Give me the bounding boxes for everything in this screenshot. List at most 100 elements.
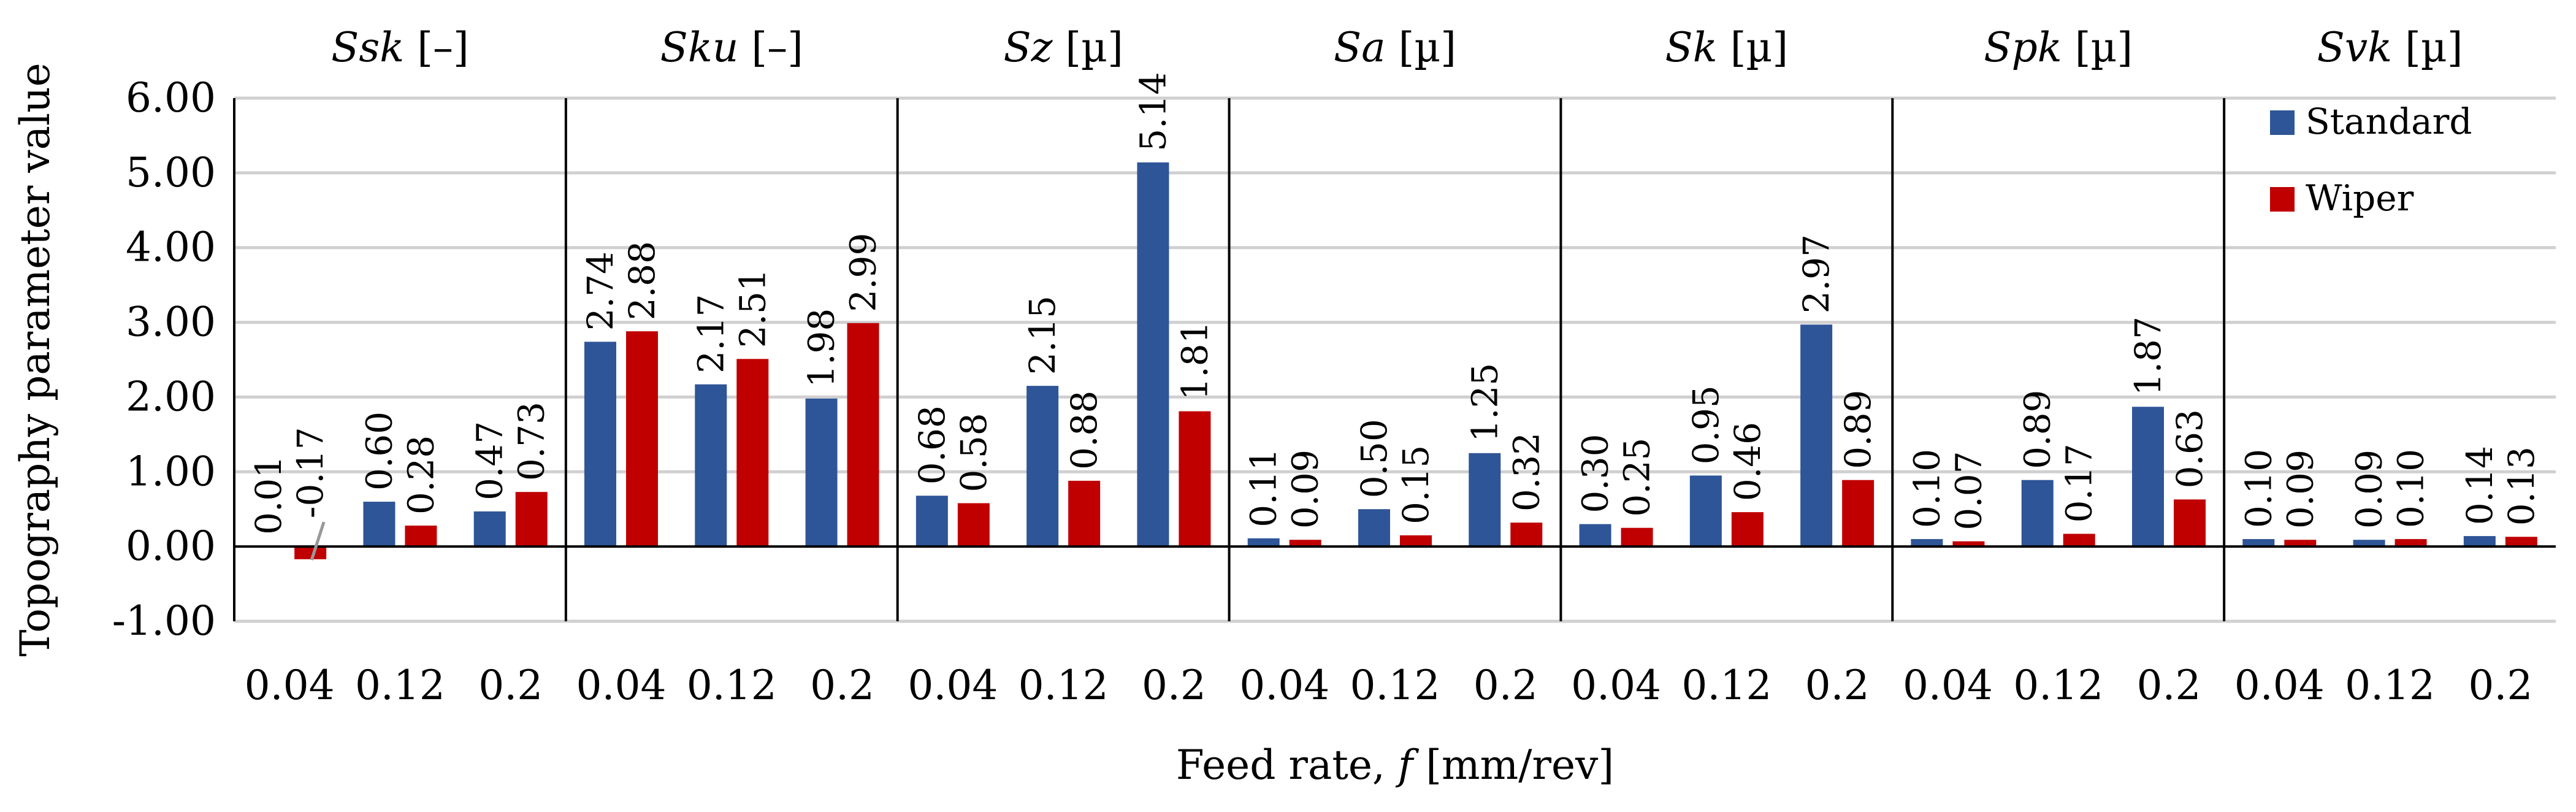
data-label-standard: 2.15 [1022,296,1063,375]
data-label-wiper: 0.25 [1616,438,1658,517]
bar-wiper [294,546,327,559]
x-tick-label: 0.2 [1473,662,1538,709]
data-label-wiper: 0.88 [1063,391,1105,470]
group-title: Sk [µ] [1665,24,1789,71]
data-label-standard: 1.98 [801,308,843,388]
data-label-standard: 0.68 [911,405,953,485]
data-label-wiper: 0.46 [1727,422,1768,501]
data-label-wiper: 1.81 [1174,321,1215,400]
x-tick-label: 0.12 [1019,662,1109,709]
data-label-wiper: 0.10 [2390,449,2432,528]
bar-standard [2463,536,2496,547]
bar-wiper [1179,411,1211,547]
data-label-wiper: 0.15 [1395,445,1437,524]
group-title-param: Sk [1665,24,1718,71]
bar-wiper [1289,540,1321,547]
x-tick-label: 0.04 [2234,662,2325,709]
bar-wiper [2284,540,2317,547]
x-tick-label: 0.04 [1903,662,1993,709]
x-tick-label: 0.2 [810,662,874,709]
legend: Standard Wiper [2270,101,2472,219]
bar-standard [2353,540,2385,547]
group-title-param: Spk [1984,24,2062,71]
y-tick-label: 1.00 [126,448,216,495]
bar-standard [2132,407,2164,547]
bar-standard [1579,524,1611,547]
x-axis-title-unit: [mm/rev] [1413,741,1614,789]
bar-wiper [1842,480,1875,547]
group-title-param: Sku [660,24,739,71]
y-tick-label: 6.00 [126,74,216,121]
y-tick-label: 4.00 [126,224,216,271]
x-tick-label: 0.04 [908,662,998,709]
group-title: Sz [µ] [1003,24,1123,71]
y-tick-label: 0.00 [126,523,216,570]
data-label-wiper: -0.17 [289,427,331,518]
data-label-standard: 0.47 [469,421,511,500]
group-title-unit: [µ] [2062,24,2133,71]
data-label-wiper: 0.32 [1505,432,1547,511]
legend-swatch-wiper [2270,187,2295,212]
bar-standard [805,398,838,547]
group-title-unit: [–] [738,24,803,71]
group-separators [564,98,2226,621]
data-label-standard: 0.95 [1685,385,1727,464]
bar-standard [1469,453,1501,547]
leader-line [310,521,326,561]
x-tick-label: 0.12 [687,662,777,709]
bars-layer [253,162,2537,559]
data-label-wiper: 0.58 [953,413,995,492]
bar-wiper [1731,512,1764,547]
data-label-standard: 1.25 [1464,363,1505,442]
data-label-wiper: 0.09 [2279,450,2321,529]
group-title: Spk [µ] [1984,24,2133,71]
group-title: Sa [µ] [1334,24,1456,71]
data-label-standard: 0.11 [1243,448,1285,527]
x-tick-label: 0.12 [355,662,445,709]
legend-label-standard: Standard [2306,101,2472,142]
x-tick-label: 0.12 [2345,662,2435,709]
bar-standard [584,342,616,547]
x-tick-label: 0.04 [245,662,335,709]
bar-standard [1689,475,1722,547]
x-tick-label: 0.12 [2013,662,2103,709]
x-tick-label: 0.2 [2468,662,2532,709]
group-title-param: Svk [2317,24,2393,71]
x-tick-label: 0.12 [1350,662,1440,709]
bar-wiper [515,492,548,547]
group-title-param: Sa [1334,24,1386,71]
y-tick-label: 5.00 [126,149,216,196]
group-title: Ssk [–] [331,24,469,71]
x-axis-title-prefix: Feed rate, [1176,741,1398,789]
data-label-wiper: 2.99 [843,233,884,312]
bar-standard [1358,509,1390,547]
x-tick-label: 0.04 [1239,662,1329,709]
bar-wiper [1400,535,1432,547]
bar-standard [915,496,948,547]
bar-wiper [1068,480,1101,547]
bar-standard [473,511,506,547]
bar-standard [363,502,396,547]
y-tick-label: 2.00 [126,373,216,420]
data-label-standard: 0.60 [358,412,400,491]
data-label-standard: 0.30 [1575,434,1616,513]
y-tick-label: 3.00 [126,299,216,346]
bar-standard [1026,386,1059,547]
bar-wiper [847,323,879,547]
group-title-unit: [µ] [1052,24,1123,71]
group-title-param: Ssk [331,24,404,71]
bar-wiper [2174,499,2206,547]
bar-standard [2021,480,2054,547]
data-label-standard: 0.89 [2017,390,2058,469]
bar-wiper [1952,541,1985,547]
x-axis-title: Feed rate, f [mm/rev] [1176,741,1614,789]
data-label-wiper: 0.89 [1837,390,1879,469]
data-label-wiper: 2.88 [621,241,663,320]
bar-standard [1800,324,1833,547]
x-tick-label: 0.2 [478,662,543,709]
data-label-wiper: 0.63 [2169,409,2211,488]
bar-wiper [626,331,658,547]
data-label-standard: 2.97 [1795,234,1837,313]
bar-standard [1137,162,1169,547]
data-label-wiper: 0.28 [400,435,441,515]
